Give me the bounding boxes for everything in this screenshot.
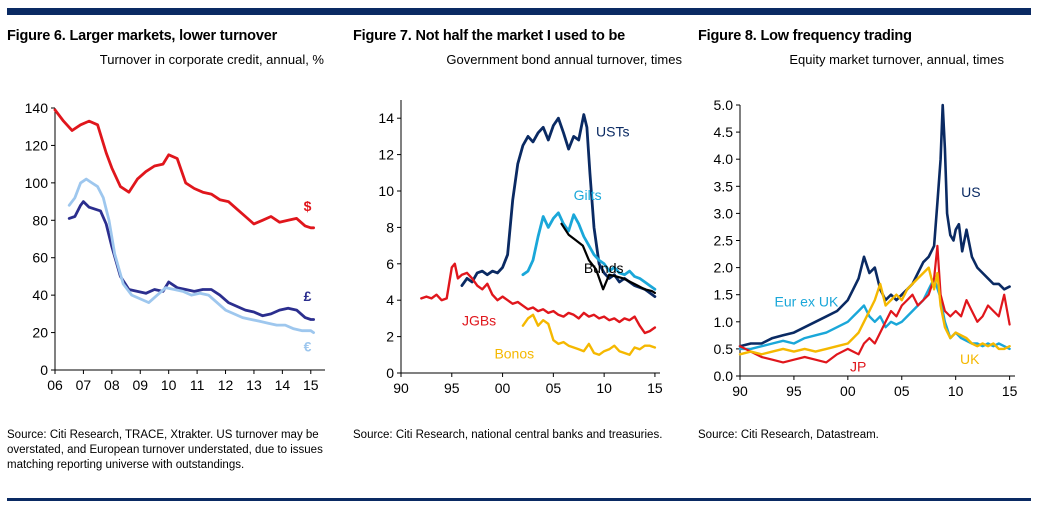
y-tick-label: 60 (32, 250, 48, 266)
y-tick-label: 6 (386, 256, 394, 272)
series-line-us (738, 103, 1011, 348)
figure-8-source: Source: Citi Research, Datastream. (698, 429, 879, 441)
series-line- (67, 177, 316, 335)
x-tick-label: 90 (393, 380, 409, 396)
series-line-bonos (521, 313, 657, 356)
y-tick-label: 5.0 (714, 97, 734, 113)
series-label: € (304, 338, 312, 354)
x-tick-label: 90 (732, 383, 748, 399)
series-line- (53, 108, 316, 230)
series-label: $ (304, 198, 312, 214)
series-label: JP (850, 359, 866, 375)
y-tick-label: 4.0 (714, 151, 734, 167)
series-label: Eur ex UK (775, 294, 839, 310)
series-label: Gilts (574, 187, 602, 203)
x-tick-label: 10 (596, 380, 612, 396)
series-line-uk (738, 266, 1011, 356)
x-tick-label: 11 (190, 377, 205, 393)
series-line-eur-ex-uk (738, 277, 1011, 351)
series-label: Bonos (494, 345, 534, 361)
y-tick-label: 3.0 (714, 205, 734, 221)
y-tick-label: 2.5 (714, 233, 734, 249)
y-tick-label: 12 (378, 147, 394, 163)
figure-7-subtitle: Government bond annual turnover, times (446, 52, 682, 67)
y-tick-label: 80 (32, 212, 48, 228)
y-tick-label: 2.0 (714, 260, 734, 276)
y-tick-label: 10 (378, 183, 394, 199)
bottom-rule (7, 498, 1031, 501)
y-tick-label: 100 (25, 175, 49, 191)
y-tick-label: 1.0 (714, 314, 734, 330)
x-tick-label: 95 (786, 383, 802, 399)
series-label: JGBs (462, 313, 496, 329)
figure-6-chart: 0 20 40 60 80 100 120 140 06 07 08 09 10 11 12 13 14 15 $ £… (25, 100, 325, 393)
x-tick-label: 10 (948, 383, 964, 399)
figure-7-chart: 0 2 4 6 8 10 12 14 90 95 00 05 10 15 USTs Gilts Bunds JGB… (378, 100, 663, 396)
figure-7-title: Figure 7. Not half the market I used to … (353, 28, 625, 44)
series-line-usts (460, 113, 657, 299)
series-line-gilts (521, 211, 657, 291)
y-tick-label: 0 (386, 365, 394, 381)
y-tick-label: 140 (25, 100, 49, 116)
y-tick-label: 4 (386, 292, 394, 308)
y-tick-label: 8 (386, 219, 394, 235)
x-tick-label: 15 (647, 380, 663, 396)
x-tick-label: 10 (161, 377, 177, 393)
figure-6-title: Figure 6. Larger markets, lower turnover (7, 28, 278, 44)
x-tick-label: 12 (218, 377, 234, 393)
series-line-bunds (560, 222, 656, 294)
y-tick-label: 3.5 (714, 178, 734, 194)
x-tick-label: 05 (894, 383, 910, 399)
y-tick-label: 0 (40, 362, 48, 378)
y-tick-label: 120 (25, 137, 49, 153)
series-label: Bunds (584, 260, 624, 276)
figure-8-title: Figure 8. Low frequency trading (698, 28, 912, 44)
figure-8-chart: 0.0 0.5 1.0 1.5 2.0 2.5 3.0 3.5 4.0 4.5 5.0 90 95 00 0… (714, 97, 1018, 399)
y-tick-label: 4.5 (714, 124, 734, 140)
y-tick-label: 1.5 (714, 287, 734, 303)
x-tick-label: 08 (104, 377, 120, 393)
series-label: UK (960, 351, 980, 367)
y-tick-label: 2 (386, 329, 394, 345)
figure-6-source: Source: Citi Research, TRACE, Xtrakter. … (7, 429, 323, 471)
series-line-jgbs (420, 262, 657, 335)
figure-8-subtitle: Equity market turnover, annual, times (789, 52, 1004, 67)
x-tick-label: 13 (246, 377, 262, 393)
y-tick-label: 20 (32, 325, 48, 341)
x-tick-label: 06 (47, 377, 63, 393)
series-label: £ (304, 288, 312, 304)
x-tick-label: 15 (1002, 383, 1018, 399)
x-tick-label: 15 (303, 377, 319, 393)
top-rule (7, 8, 1031, 15)
figure-7-source: Source: Citi Research, national central … (353, 429, 663, 441)
x-tick-label: 00 (495, 380, 511, 396)
x-tick-label: 95 (444, 380, 460, 396)
y-tick-label: 0.5 (714, 341, 734, 357)
figure-6-subtitle: Turnover in corporate credit, annual, % (99, 52, 324, 67)
y-tick-label: 14 (378, 110, 394, 126)
x-tick-label: 05 (546, 380, 562, 396)
x-tick-label: 14 (275, 377, 291, 393)
series-label: USTs (596, 123, 629, 139)
y-tick-label: 0.0 (714, 368, 734, 384)
x-tick-label: 07 (76, 377, 92, 393)
x-tick-label: 00 (840, 383, 856, 399)
y-tick-label: 40 (32, 287, 48, 303)
series-line-jp (738, 244, 1011, 364)
x-tick-label: 09 (132, 377, 148, 393)
series-label: US (961, 184, 980, 200)
series-line- (67, 200, 316, 321)
